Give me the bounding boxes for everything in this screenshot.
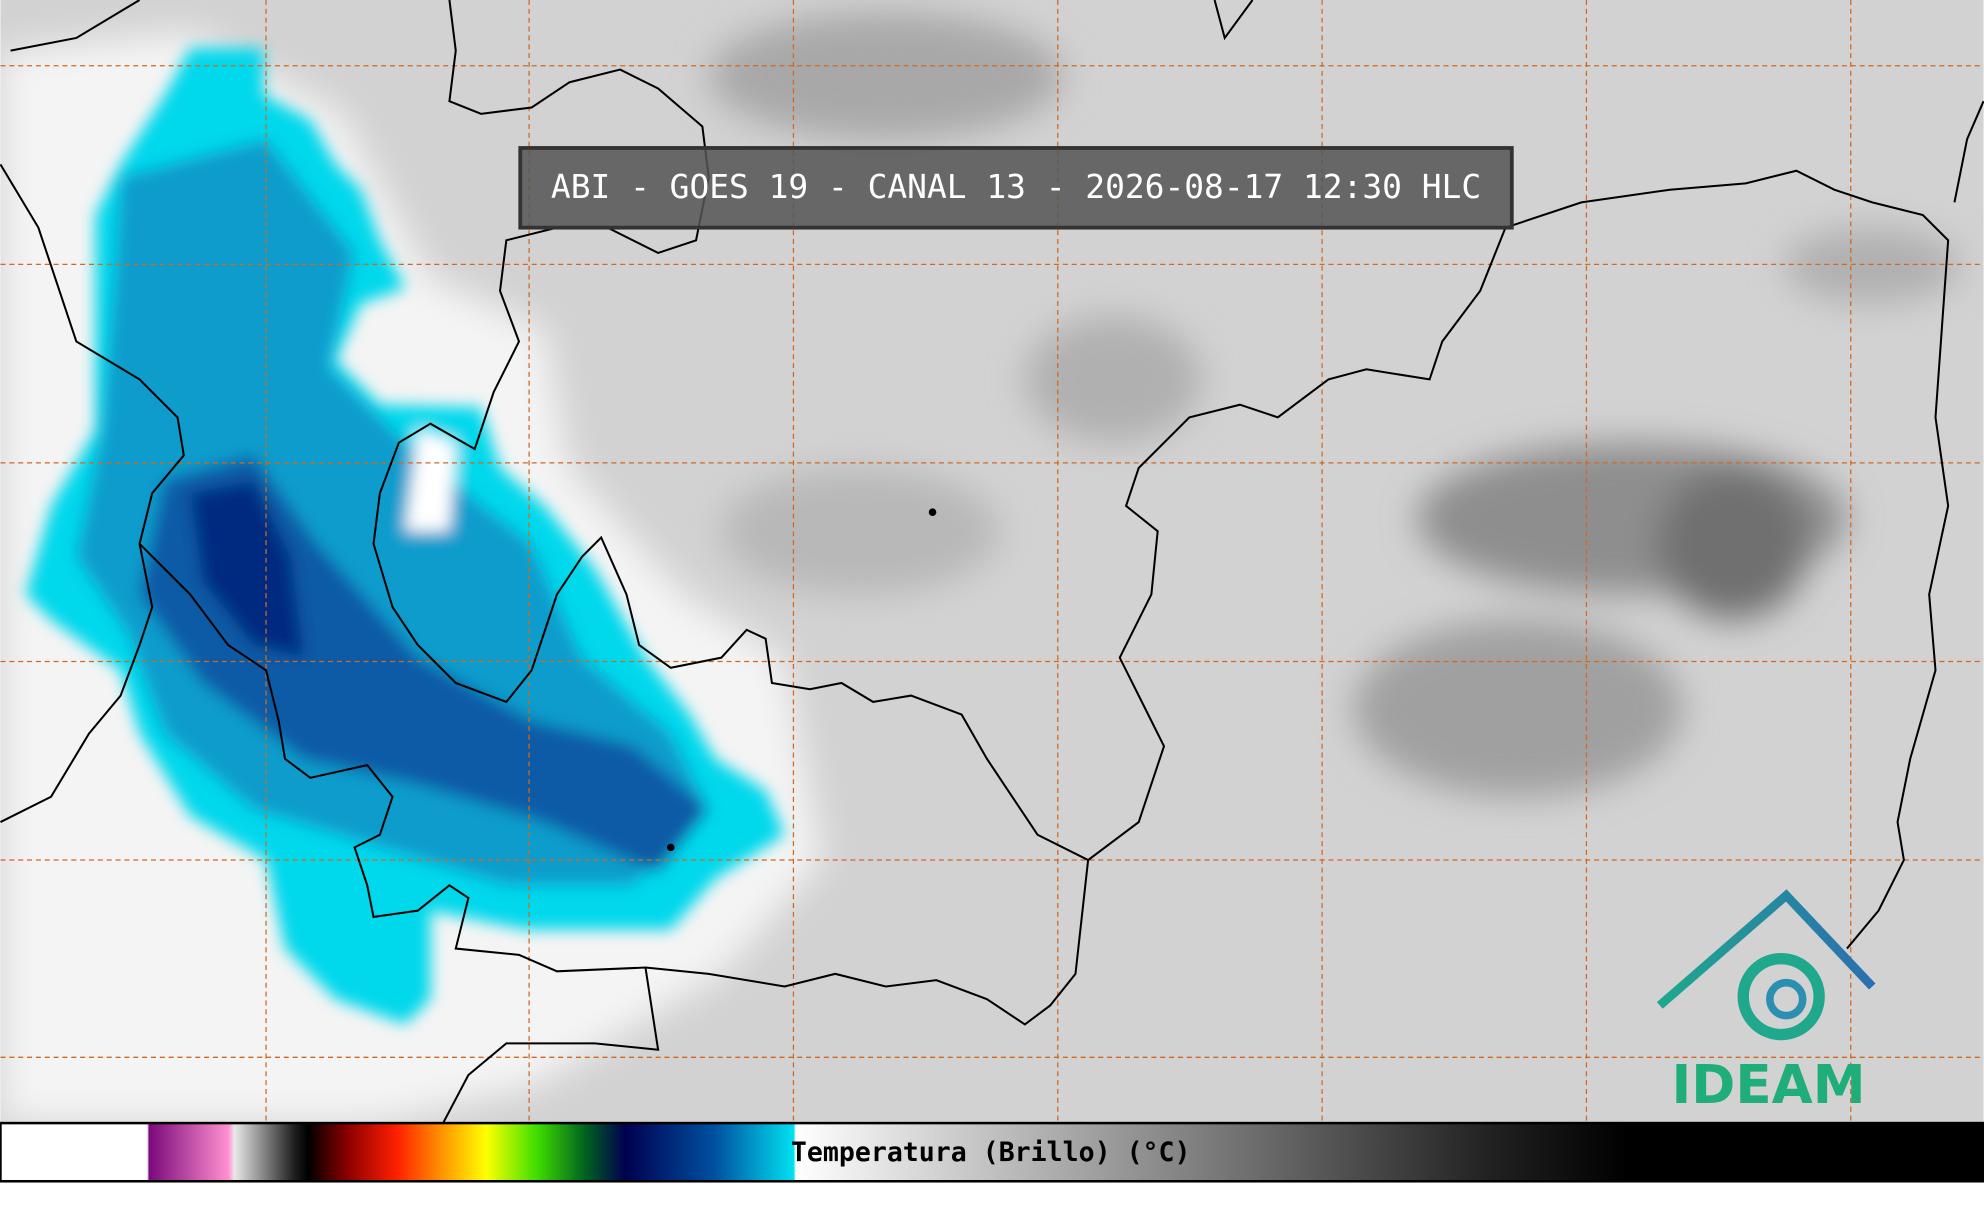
colorbar-label: Temperatura (Brillo) (°C): [791, 1137, 1191, 1168]
logo-text: IDEAM: [1672, 1054, 1866, 1116]
title-box: ABI - GOES 19 - CANAL 13 - 2026-08-17 12…: [518, 146, 1514, 230]
borders: [0, 0, 1984, 1124]
colorbar: Temperatura (Brillo) (°C): [0, 1121, 1984, 1183]
logo: IDEAM: [1656, 889, 1876, 1116]
title: ABI - GOES 19 - CANAL 13 - 2026-08-17 12…: [551, 167, 1481, 206]
graticule: [0, 0, 1984, 1124]
city-markers: [666, 508, 937, 852]
